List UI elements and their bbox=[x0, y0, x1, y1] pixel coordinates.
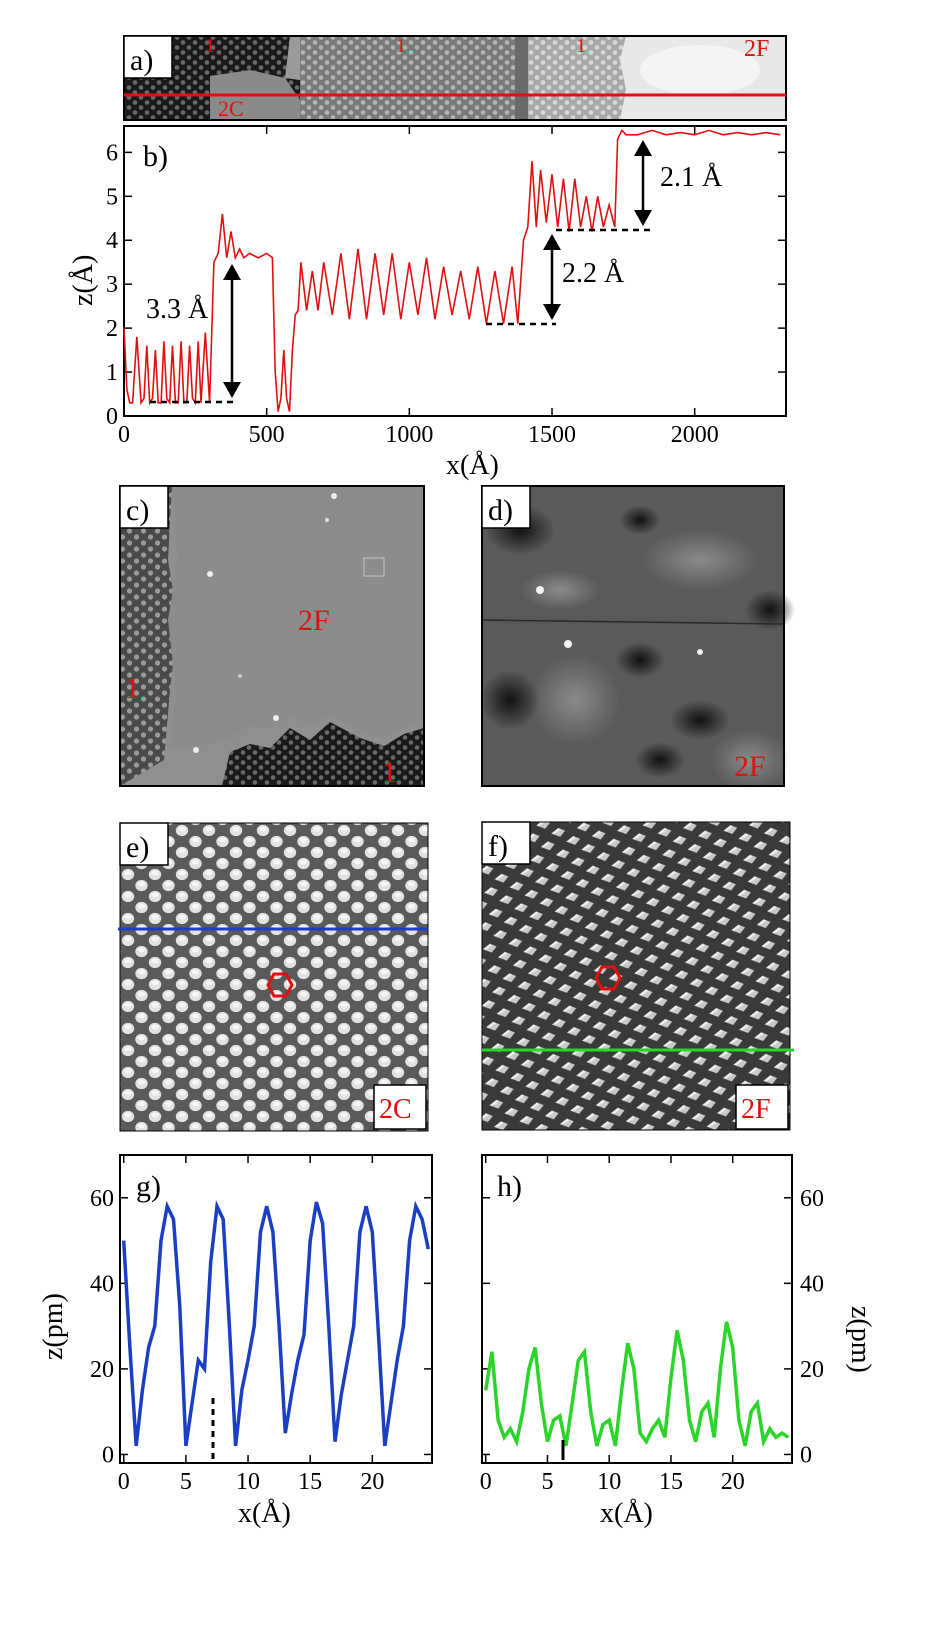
panel-h-ylabel: z(pm) bbox=[845, 1306, 876, 1373]
panel-b-xlabel: x(Å) bbox=[446, 450, 499, 481]
x-tick-label: 0 bbox=[118, 422, 130, 448]
panel-f-image bbox=[481, 821, 794, 1131]
panel-c-region-1-bottom: 1 bbox=[382, 756, 397, 789]
step1-arrow-head-up bbox=[223, 264, 241, 280]
svg-text:d): d) bbox=[488, 494, 513, 527]
y-tick-label: 1 bbox=[106, 360, 118, 386]
panel-a-region-1a: 1 bbox=[205, 35, 215, 57]
panel-b-ticks: 0 500 1000 1500 2000 0 1 2 3 4 5 6 bbox=[106, 126, 786, 448]
step2-arrow-head-down bbox=[543, 304, 561, 320]
panel-f-hexagon bbox=[594, 965, 622, 991]
panel-h-ticks: 0 5 10 15 20 0 20 40 60 bbox=[480, 1155, 824, 1495]
step1-arrow-head-down bbox=[223, 382, 241, 398]
panel-c-label: c) bbox=[119, 485, 169, 529]
step2-arrow-head-up bbox=[543, 234, 561, 250]
step3-arrow-head-up bbox=[634, 140, 652, 156]
y-tick-label: 2 bbox=[106, 316, 118, 342]
step3-label: 2.1 Å bbox=[660, 162, 723, 193]
x-tick-label: 15 bbox=[298, 1469, 322, 1495]
y-tick-label: 20 bbox=[90, 1357, 114, 1383]
panel-b-plot: 0 500 1000 1500 2000 0 1 2 3 4 5 6 bbox=[106, 125, 787, 448]
svg-text:f): f) bbox=[488, 830, 508, 863]
panel-f-tag: 2F bbox=[735, 1084, 789, 1130]
y-tick-label: 0 bbox=[106, 404, 118, 430]
panel-c-region-2f: 2F bbox=[298, 604, 330, 637]
panel-a-region-1b: 1 bbox=[396, 35, 406, 57]
y-tick-label: 0 bbox=[102, 1442, 114, 1468]
y-tick-label: 5 bbox=[106, 184, 118, 210]
x-tick-label: 1500 bbox=[528, 422, 576, 448]
x-tick-label: 5 bbox=[541, 1469, 553, 1495]
panel-g-label: g) bbox=[136, 1170, 161, 1203]
x-tick-label: 10 bbox=[597, 1469, 621, 1495]
svg-text:b): b) bbox=[143, 140, 168, 173]
panel-d-label: d) bbox=[481, 485, 531, 529]
panel-g-ticks: 0 5 10 15 20 0 20 40 60 bbox=[90, 1155, 432, 1495]
panel-b-label: b) bbox=[143, 140, 168, 173]
panel-g-xlabel: x(Å) bbox=[238, 1498, 291, 1529]
panel-h-plot: 0 5 10 15 20 0 20 40 60 bbox=[480, 1154, 824, 1495]
x-tick-label: 5 bbox=[180, 1469, 192, 1495]
panel-a-region-2f: 2F bbox=[744, 36, 769, 62]
svg-text:e): e) bbox=[126, 831, 149, 864]
svg-text:2F: 2F bbox=[741, 1094, 771, 1125]
panel-e-hexagon bbox=[266, 972, 294, 998]
x-tick-label: 10 bbox=[236, 1469, 260, 1495]
panel-h-label: h) bbox=[497, 1170, 522, 1203]
y-tick-label: 20 bbox=[800, 1357, 824, 1383]
panel-e-tag: 2C bbox=[373, 1084, 427, 1130]
panel-b-profile-line bbox=[123, 129, 781, 412]
x-tick-label: 15 bbox=[659, 1469, 683, 1495]
x-tick-label: 500 bbox=[249, 422, 285, 448]
panel-g-ylabel: z(pm) bbox=[38, 1293, 69, 1360]
panel-h-xlabel: x(Å) bbox=[600, 1498, 653, 1529]
x-tick-label: 0 bbox=[480, 1469, 492, 1495]
panel-d-image bbox=[480, 485, 795, 790]
step1-label: 3.3 Å bbox=[146, 294, 209, 325]
panel-e-image bbox=[118, 822, 429, 1132]
y-tick-label: 40 bbox=[800, 1271, 824, 1297]
x-tick-label: 20 bbox=[721, 1469, 745, 1495]
panel-d-region-2f: 2F bbox=[734, 750, 766, 783]
panel-c-region-1-left: 1 bbox=[125, 672, 140, 705]
y-tick-label: 3 bbox=[106, 272, 118, 298]
y-tick-label: 0 bbox=[800, 1442, 812, 1468]
y-tick-label: 60 bbox=[90, 1186, 114, 1212]
svg-text:c): c) bbox=[126, 494, 149, 527]
y-tick-label: 6 bbox=[106, 140, 118, 166]
x-tick-label: 2000 bbox=[671, 422, 719, 448]
panel-a-region-2c: 2C bbox=[218, 96, 244, 121]
svg-text:a): a) bbox=[130, 44, 153, 77]
step3-arrow-head-down bbox=[634, 210, 652, 226]
panel-f-label: f) bbox=[481, 821, 531, 865]
panel-a-image bbox=[123, 35, 787, 121]
panel-e-label: e) bbox=[119, 822, 169, 866]
step2-label: 2.2 Å bbox=[562, 258, 625, 289]
y-tick-label: 4 bbox=[106, 228, 118, 254]
x-tick-label: 0 bbox=[118, 1469, 130, 1495]
panel-h-profile-line bbox=[483, 1321, 790, 1448]
panel-c-image bbox=[119, 485, 425, 787]
panel-g-profile-line bbox=[121, 1200, 431, 1447]
x-tick-label: 20 bbox=[360, 1469, 384, 1495]
panel-a-region-1c: 1 bbox=[576, 35, 586, 57]
panel-g-plot: 0 5 10 15 20 0 20 40 60 bbox=[90, 1154, 433, 1495]
panel-a-label: a) bbox=[123, 35, 173, 79]
x-tick-label: 1000 bbox=[385, 422, 433, 448]
y-tick-label: 40 bbox=[90, 1271, 114, 1297]
panel-b-ylabel: z(Å) bbox=[68, 255, 99, 306]
y-tick-label: 60 bbox=[800, 1186, 824, 1212]
svg-text:2C: 2C bbox=[379, 1094, 412, 1125]
